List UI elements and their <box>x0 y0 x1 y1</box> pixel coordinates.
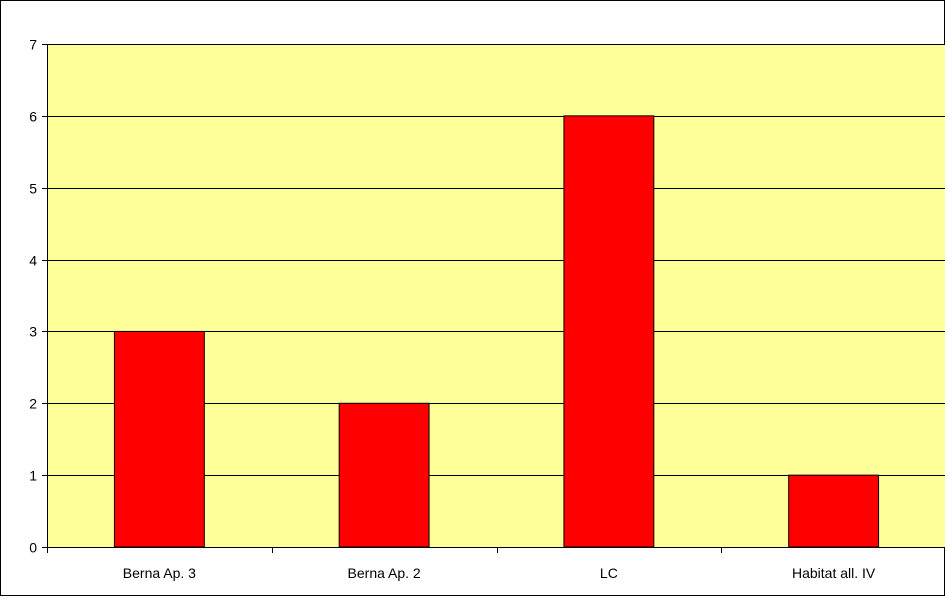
y-tick-label: 6 <box>29 109 37 125</box>
bar <box>113 330 205 548</box>
y-tick-label: 1 <box>29 468 37 484</box>
x-tick-labels: Berna Ap. 3 Berna Ap. 2 LC Habitat all. IV <box>123 565 876 581</box>
bar <box>563 115 655 548</box>
bar <box>338 402 430 548</box>
x-tick-label: Berna Ap. 3 <box>123 565 196 581</box>
axes <box>42 44 945 553</box>
x-tick-label: LC <box>600 565 618 581</box>
y-tick-label: 0 <box>29 540 37 556</box>
x-tick-label: Habitat all. IV <box>792 565 876 581</box>
y-tick-labels: 0 1 2 3 4 5 6 7 <box>29 37 37 556</box>
y-tick-label: 4 <box>29 253 37 269</box>
y-tick-label: 2 <box>29 396 37 412</box>
y-tick-label: 5 <box>29 181 37 197</box>
bar <box>788 474 880 548</box>
y-tick-label: 3 <box>29 324 37 340</box>
y-tick-label: 7 <box>29 37 37 53</box>
x-tick-label: Berna Ap. 2 <box>348 565 421 581</box>
